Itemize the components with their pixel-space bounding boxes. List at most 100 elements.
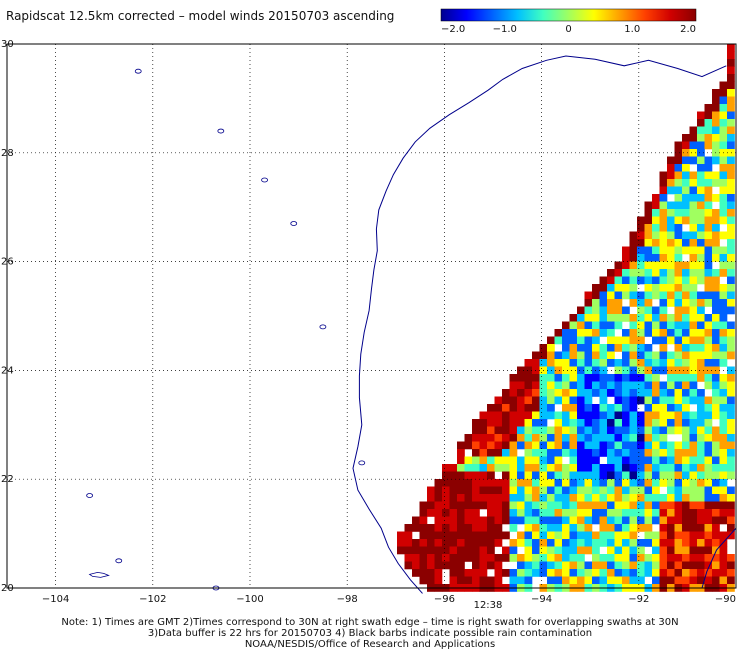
swath-pixel bbox=[719, 531, 728, 540]
swath-pixel bbox=[719, 119, 728, 127]
swath-pixel bbox=[727, 186, 735, 195]
swath-pixel bbox=[667, 381, 675, 390]
swath-pixel bbox=[622, 449, 630, 457]
swath-pixel bbox=[719, 554, 728, 562]
swath-pixel bbox=[539, 486, 548, 495]
swath-pixel bbox=[614, 389, 623, 397]
swath-pixel bbox=[712, 404, 720, 412]
swath-pixel bbox=[442, 554, 450, 562]
swath-pixel bbox=[487, 516, 495, 525]
swath-pixel bbox=[727, 156, 735, 165]
swath-pixel bbox=[562, 449, 570, 457]
swath-pixel bbox=[517, 486, 525, 495]
swath-pixel bbox=[712, 561, 720, 570]
swath-pixel bbox=[614, 411, 623, 420]
swath-pixel bbox=[614, 569, 623, 577]
swath-pixel bbox=[502, 426, 510, 435]
swath-pixel bbox=[517, 441, 525, 450]
swath-pixel bbox=[674, 299, 683, 307]
swath-pixel bbox=[487, 494, 495, 502]
swath-pixel bbox=[532, 426, 540, 435]
swath-pixel bbox=[472, 449, 480, 457]
swath-pixel bbox=[614, 471, 623, 480]
swath-pixel bbox=[719, 291, 728, 300]
swath-pixel bbox=[712, 486, 720, 495]
swath-pixel bbox=[727, 471, 735, 480]
lake-outline bbox=[134, 68, 142, 74]
swath-pixel bbox=[487, 524, 495, 532]
swath-pixel bbox=[479, 546, 488, 555]
swath-pixel bbox=[682, 554, 690, 562]
swath-pixel bbox=[509, 494, 518, 502]
swath-pixel bbox=[412, 569, 420, 577]
swath-pixel bbox=[637, 306, 645, 315]
swath-pixel bbox=[502, 404, 510, 412]
swath-pixel bbox=[682, 381, 690, 390]
swath-pixel bbox=[682, 216, 690, 225]
swath-pixel bbox=[719, 456, 728, 465]
swath-pixel bbox=[577, 441, 585, 450]
swath-pixel bbox=[524, 426, 533, 435]
swath-pixel bbox=[562, 539, 570, 547]
swath-pixel bbox=[659, 186, 668, 195]
swath-pixel bbox=[607, 456, 615, 465]
swath-pixel bbox=[697, 411, 705, 420]
swath-pixel bbox=[554, 464, 563, 472]
swath-pixel bbox=[434, 516, 443, 525]
swath-pixel bbox=[577, 569, 585, 577]
swath-pixel bbox=[644, 269, 653, 277]
swath-pixel bbox=[622, 524, 630, 532]
swath-pixel bbox=[607, 426, 615, 435]
swath-pixel bbox=[457, 531, 465, 540]
swath-pixel bbox=[562, 336, 570, 345]
swath-pixel bbox=[472, 576, 480, 585]
swath-pixel bbox=[667, 396, 675, 405]
swath-pixel bbox=[599, 389, 608, 397]
swath-pixel bbox=[674, 531, 683, 540]
swath-pixel bbox=[719, 269, 728, 277]
swath-pixel bbox=[502, 464, 510, 472]
swath-pixel bbox=[712, 576, 720, 585]
swath-pixel bbox=[442, 501, 450, 510]
swath-pixel bbox=[629, 569, 638, 577]
swath-pixel bbox=[539, 516, 548, 525]
swath-pixel bbox=[487, 419, 495, 427]
swath-pixel bbox=[682, 546, 690, 555]
swath-pixel bbox=[479, 554, 488, 562]
swath-pixel bbox=[524, 539, 533, 547]
swath-pixel bbox=[562, 471, 570, 480]
swath-pixel bbox=[532, 479, 540, 487]
swath-pixel bbox=[562, 509, 570, 517]
swath-pixel bbox=[689, 269, 698, 277]
swath-pixel bbox=[689, 449, 698, 457]
swath-pixel bbox=[704, 464, 713, 472]
swath-pixel bbox=[592, 546, 600, 555]
swath-pixel bbox=[554, 336, 563, 345]
swath-pixel bbox=[607, 576, 615, 585]
swath-pixel bbox=[682, 486, 690, 495]
swath-pixel bbox=[554, 509, 563, 517]
swath-pixel bbox=[719, 164, 728, 172]
swath-pixel bbox=[614, 426, 623, 435]
swath-pixel bbox=[554, 531, 563, 540]
swath-pixel bbox=[644, 479, 653, 487]
swath-pixel bbox=[719, 344, 728, 352]
swath-pixel bbox=[682, 366, 690, 375]
swath-pixel bbox=[697, 224, 705, 232]
swath-pixel bbox=[719, 351, 728, 360]
swath-pixel bbox=[449, 501, 458, 510]
swath-pixel bbox=[712, 126, 720, 135]
swath-pixel bbox=[719, 299, 728, 307]
swath-pixel bbox=[547, 389, 555, 397]
swath-pixel bbox=[494, 426, 503, 435]
swath-pixel bbox=[659, 546, 668, 555]
swath-pixel bbox=[637, 576, 645, 585]
swath-pixel bbox=[584, 306, 593, 315]
swath-pixel bbox=[704, 576, 713, 585]
swath-pixel bbox=[704, 164, 713, 172]
swath-pixel bbox=[622, 389, 630, 397]
gulf-coastline bbox=[352, 55, 727, 594]
swath-pixel bbox=[472, 456, 480, 465]
longitude-label: −100 bbox=[236, 594, 263, 605]
swath-pixel bbox=[674, 546, 683, 555]
